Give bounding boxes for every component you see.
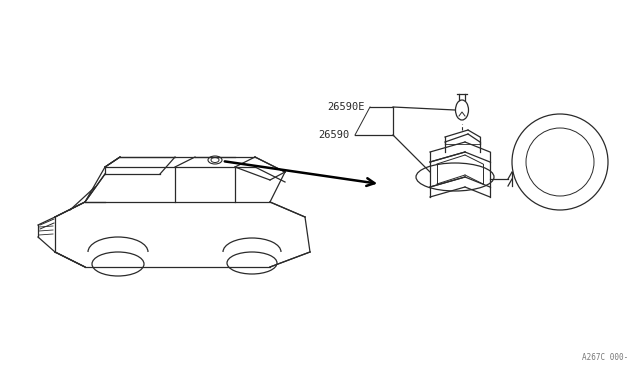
Text: 26590: 26590 [319, 130, 350, 140]
Text: A267C 000-: A267C 000- [582, 353, 628, 362]
Text: 26590E: 26590E [328, 102, 365, 112]
